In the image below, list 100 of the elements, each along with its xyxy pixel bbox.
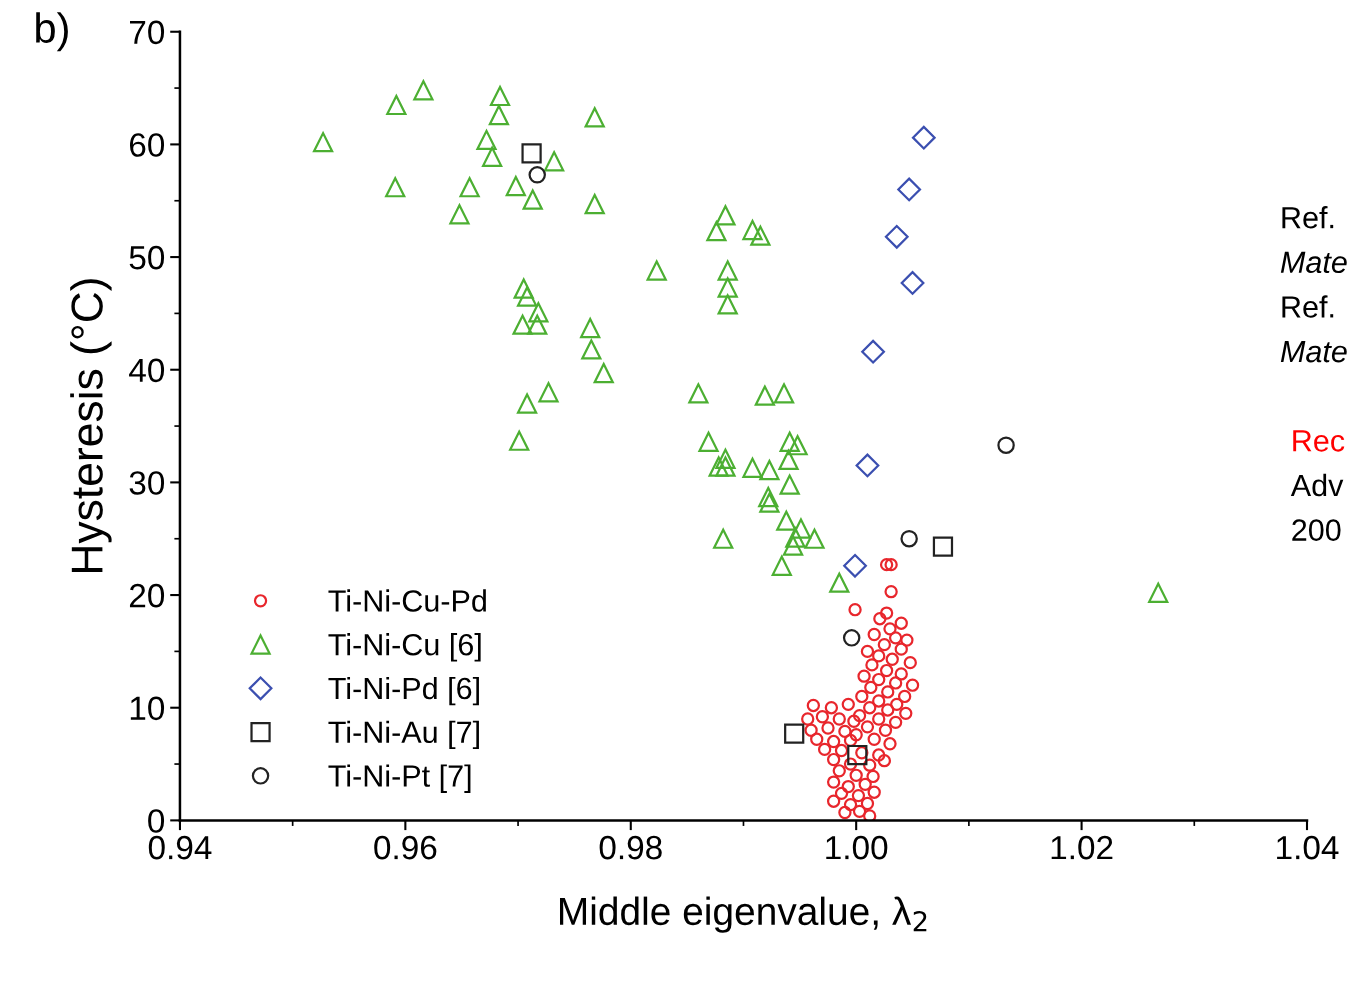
point [584,193,605,215]
point [688,383,709,404]
point [787,435,808,456]
y-tick-label: 20 [129,583,165,608]
point [521,143,542,164]
point [717,260,738,281]
legend-label: Ti-Ni-Cu [6] [328,633,481,662]
point [385,177,406,198]
point [911,125,936,150]
point [715,448,736,469]
x-tick-label: 0.94 [148,835,212,860]
point [997,436,1015,454]
point [843,553,867,578]
point [528,302,549,323]
point [581,339,602,360]
point [646,260,667,281]
annotation: Mate [1280,341,1347,363]
point [773,383,795,404]
legend-label: Ti-Ni-Pd [6] [328,676,479,706]
y-tick-label: 10 [130,696,165,721]
point [759,492,780,513]
point [489,85,511,107]
point [527,314,548,335]
legend-label: Ti-Ni-Au [7] [328,720,479,750]
legend-label: Ti-Ni-Pt [7] [328,764,471,793]
point [855,453,880,478]
point [776,510,797,531]
x-tick-label: 0.96 [374,835,437,860]
annotation: Ref. [1282,295,1334,318]
point [900,529,918,548]
point [528,166,546,184]
y-tick-label: 0 [148,809,165,833]
legend-label: Ti-Ni-Cu-Pd [328,589,486,612]
text: b) [36,12,68,52]
x-tick-label: 1.04 [1277,835,1339,860]
point [386,94,407,116]
y-tick-label: 70 [130,20,165,45]
point [715,456,736,477]
point [779,474,800,495]
point [829,572,850,593]
point [771,555,792,576]
point [847,744,868,766]
point [717,294,738,315]
point [1148,582,1169,603]
point [884,224,909,249]
point [706,221,727,242]
point [509,430,530,451]
x-axis-title: Middle eigenvalue, λ$_{2}$ [560,896,927,933]
point [522,189,543,210]
point [742,457,763,478]
point [782,535,804,556]
point [754,385,776,406]
point [804,528,825,549]
point [715,205,736,226]
x-tick-label: 0.98 [599,835,662,860]
point [512,314,533,335]
point [505,175,526,197]
annotation: Ref. [1282,206,1334,229]
x-tick-label: 1.02 [1051,835,1113,860]
y-tick-label: 60 [129,133,165,157]
annotation: Adv [1290,473,1344,497]
point [932,536,954,557]
point [900,271,925,295]
point [584,107,605,128]
annotation: Rec [1293,430,1345,452]
point [543,151,565,172]
point [759,459,780,481]
point [312,132,334,153]
point [742,219,763,241]
y-tick-label: 30 [129,471,165,495]
point [698,431,719,452]
point [785,527,806,548]
point [708,456,729,477]
point [842,629,861,647]
point [717,277,738,298]
point [538,382,559,403]
point [861,339,885,364]
y-tick-label: 50 [129,245,165,270]
point [482,146,503,167]
point [778,449,799,470]
y-tick-label: 40 [129,358,165,383]
point [516,286,538,307]
point [897,177,922,202]
point [713,528,734,549]
y-axis-title: Hysteresis (°C) [70,279,112,573]
point [459,177,480,198]
point [779,431,800,452]
point [580,317,601,339]
point [750,225,771,246]
annotation: 200 [1292,519,1341,541]
point [784,723,805,744]
point [513,278,534,299]
x-tick-label: 1.00 [826,835,888,860]
point [516,393,538,414]
point [413,80,434,101]
point [449,204,470,225]
annotation: Mate [1280,251,1347,274]
point [593,362,614,384]
point [758,486,779,508]
point [476,129,497,151]
